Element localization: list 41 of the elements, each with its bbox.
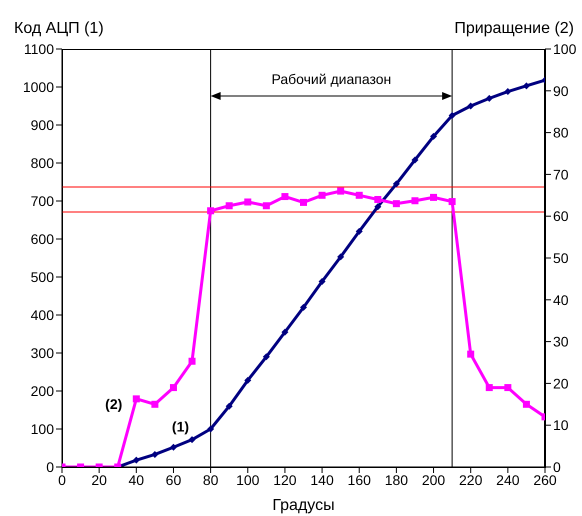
y-tick-label: 400 xyxy=(30,306,54,323)
x-tick-label: 220 xyxy=(459,472,483,488)
x-tick-label: 0 xyxy=(58,472,66,488)
x-tick-label: 140 xyxy=(310,472,334,488)
y2-tick-label: 50 xyxy=(553,250,569,266)
y2-tick-label: 10 xyxy=(553,417,569,434)
annotation: Рабочий диапазон xyxy=(271,71,392,87)
y-tick-label: 600 xyxy=(30,230,54,247)
y2-tick-label: 60 xyxy=(553,208,569,224)
x-tick-label: 20 xyxy=(91,472,108,488)
y-tick-label: 1100 xyxy=(24,40,54,57)
y-tick-label: 500 xyxy=(30,268,54,285)
y2-tick-label: 40 xyxy=(553,292,569,308)
y2-tick-label: 70 xyxy=(553,166,569,182)
series-label: (2) xyxy=(105,396,122,412)
x-tick-label: 120 xyxy=(273,472,297,488)
y-tick-label: 700 xyxy=(30,192,54,209)
x-tick-label: 60 xyxy=(166,472,182,488)
y-tick-label: 300 xyxy=(30,344,54,361)
y-axis-title: Код АЦП (1) xyxy=(14,20,104,38)
x-tick-label: 200 xyxy=(422,472,446,488)
x-axis-title: Градусы xyxy=(272,497,335,514)
y-tick-label: 200 xyxy=(30,382,54,399)
y-tick-label: 100 xyxy=(30,420,54,437)
y2-tick-label: 30 xyxy=(553,334,569,350)
x-tick-label: 240 xyxy=(496,472,520,488)
y2-tick-label: 20 xyxy=(553,375,569,392)
y2-axis-title: Приращение (2) xyxy=(454,20,574,38)
y-tick-label: 0 xyxy=(46,458,54,475)
x-tick-label: 80 xyxy=(202,472,219,488)
y-tick-label: 1000 xyxy=(22,78,54,95)
x-tick-label: 160 xyxy=(348,472,372,488)
y2-tick-label: 100 xyxy=(553,40,577,57)
x-tick-label: 100 xyxy=(236,472,260,488)
y2-tick-label: 80 xyxy=(553,124,569,141)
x-tick-label: 40 xyxy=(128,472,144,488)
y2-tick-label: 90 xyxy=(553,82,569,99)
y-tick-label: 800 xyxy=(30,154,54,171)
x-tick-label: 180 xyxy=(384,472,408,488)
series-label: (1) xyxy=(172,418,190,435)
y-tick-label: 900 xyxy=(30,116,54,133)
